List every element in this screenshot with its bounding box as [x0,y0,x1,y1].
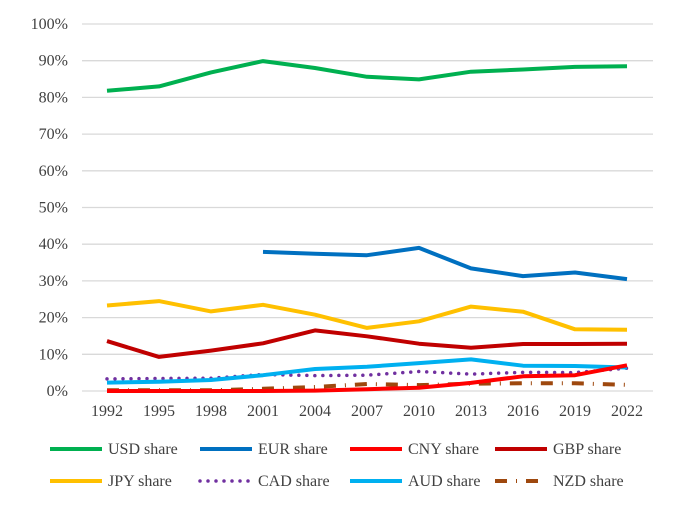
legend-label: JPY share [108,473,172,490]
y-tick-label: 90% [39,53,68,70]
series-line-aud [107,359,627,382]
y-tick-label: 20% [39,310,68,327]
series-line-eur [263,248,627,279]
legend-label: GBP share [553,441,621,458]
legend-label: USD share [108,441,178,458]
legend-label: AUD share [408,473,480,490]
legend-label: CNY share [408,441,479,458]
series-line-gbp [107,330,627,357]
y-tick-label: 80% [39,89,68,106]
x-tick-label: 2013 [455,403,487,420]
legend-item-jpy: JPY share [50,473,172,490]
legend-item-eur: EUR share [200,441,328,458]
legend-label: CAD share [258,473,330,490]
x-axis-ticks: 1992 1995 1998 2001 2004 2007 2010 2013 2016 2019… [91,403,643,420]
series-lines [107,61,627,391]
y-tick-label: 60% [39,163,68,180]
y-tick-label: 50% [39,200,68,217]
series-line-usd [107,61,627,91]
y-tick-label: 30% [39,273,68,290]
y-tick-label: 40% [39,236,68,253]
x-tick-label: 1992 [91,403,123,420]
legend-item-nzd: NZD share [495,473,624,490]
y-axis-ticks: 0% 10% 20% 30% 40% 50% 60% 70% 80% 90% 100% [31,16,68,400]
y-tick-label: 70% [39,126,68,143]
series-line-cny [107,365,627,391]
x-tick-label: 2022 [611,403,643,420]
y-tick-label: 0% [47,383,68,400]
x-tick-label: 1998 [195,403,227,420]
legend-item-cny: CNY share [350,441,479,458]
legend-label: EUR share [258,441,328,458]
legend-item-cad: CAD share [200,473,330,490]
x-tick-label: 2004 [299,403,331,420]
series-line-jpy [107,301,627,330]
legend-item-gbp: GBP share [495,441,621,458]
legend-item-aud: AUD share [350,473,480,490]
x-tick-label: 2019 [559,403,591,420]
legend-item-usd: USD share [50,441,178,458]
x-tick-label: 2007 [351,403,383,420]
legend: USD share EUR share CNY share GBP share JPY … [50,441,624,490]
x-tick-label: 2001 [247,403,279,420]
x-tick-label: 2016 [507,403,539,420]
legend-label: NZD share [553,473,624,490]
y-tick-label: 100% [31,16,68,33]
y-tick-label: 10% [39,346,68,363]
x-tick-label: 2010 [403,403,435,420]
x-tick-label: 1995 [143,403,175,420]
